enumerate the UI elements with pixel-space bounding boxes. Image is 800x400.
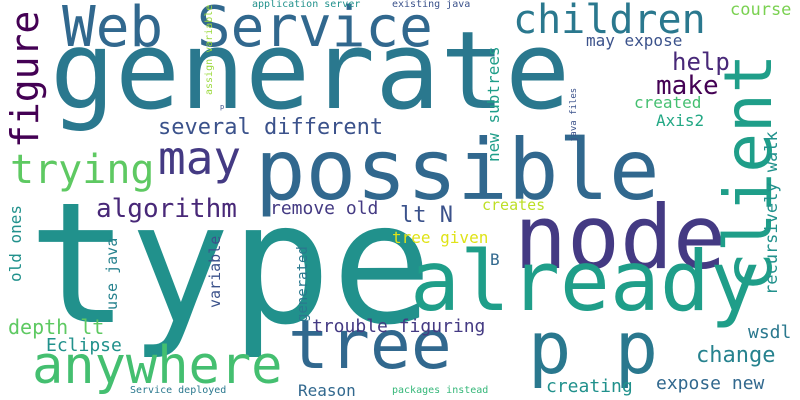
word-assign-variable: assign variable	[204, 4, 215, 95]
word-variable: variable	[206, 235, 224, 308]
word-trying: trying	[10, 147, 155, 193]
word-anywhere: anywhere	[32, 336, 283, 396]
word-packages-instead: packages instead	[392, 385, 489, 396]
word-reason: Reason	[298, 381, 356, 400]
word-lt-n: lt N	[400, 203, 453, 228]
word-web-service: Web Service	[62, 0, 433, 60]
word-expose-new: expose new	[656, 373, 765, 394]
word-may-expose: may expose	[586, 31, 683, 50]
word-make: make	[656, 71, 719, 101]
word-several-different: several different	[158, 115, 384, 140]
word-depth-lt: depth lt	[8, 315, 105, 339]
word-p-p: p p	[528, 306, 659, 390]
word-new-subtrees: new subtrees	[484, 46, 503, 162]
word-help: help	[672, 48, 730, 76]
word-use-java: use java	[103, 237, 121, 310]
word-generate: generate	[50, 9, 571, 134]
word-change: change	[696, 343, 776, 368]
word-eclipse: Eclipse	[46, 335, 122, 356]
word-recursively-walk: recursively walk	[762, 131, 782, 295]
word-created: created	[634, 93, 702, 112]
word-tree-given: tree given	[392, 228, 489, 247]
word-figure: figure	[3, 10, 47, 148]
word-service-deployed: Service deployed	[130, 385, 227, 396]
word-already: already	[410, 233, 760, 330]
word-axis2: Axis2	[656, 111, 705, 130]
word-remove-old: remove old	[270, 198, 379, 219]
word-algorithm: algorithm	[96, 194, 237, 224]
word-application-server: application server	[252, 0, 361, 10]
word-p: p	[220, 103, 225, 111]
word-existing-java: existing java	[392, 0, 471, 10]
word-may: may	[158, 131, 242, 185]
word-creating: creating	[546, 376, 633, 397]
word-trouble-figuring: trouble figuring	[312, 316, 486, 337]
word-node: node	[514, 186, 726, 289]
word-old-ones: old ones	[6, 204, 25, 282]
word-wsdl: wsdl	[748, 322, 792, 343]
word-tree: tree	[288, 306, 452, 385]
word-type: type	[28, 166, 433, 362]
word-java-files: java files	[569, 87, 579, 142]
word-b: B	[490, 250, 500, 269]
word-children: children	[513, 0, 706, 43]
word-possible: possible	[255, 121, 660, 219]
word-generated: generated	[295, 246, 311, 322]
word-creates: creates	[482, 196, 546, 214]
word-course: course	[730, 0, 792, 20]
